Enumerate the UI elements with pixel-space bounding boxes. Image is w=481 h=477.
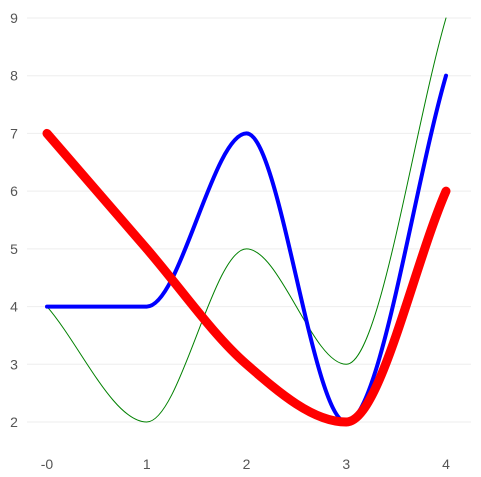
y-tick-label: 9 [10, 10, 18, 26]
x-tick-label: 2 [243, 456, 251, 472]
y-tick-label: 8 [10, 68, 18, 84]
y-tick-label: 4 [10, 299, 18, 315]
x-axis-tick-labels: -0 1 2 3 4 [41, 456, 450, 472]
y-tick-label: 5 [10, 241, 18, 257]
y-axis-tick-labels: 2 3 4 5 6 7 8 9 [10, 10, 18, 430]
series-lines [42, 17, 451, 427]
x-tick-label: 1 [143, 456, 151, 472]
y-tick-label: 3 [10, 356, 18, 372]
y-tick-label: 6 [10, 183, 18, 199]
x-tick-label: -0 [41, 456, 54, 472]
series-line-blue [45, 73, 448, 424]
series-line-red [42, 128, 451, 427]
y-tick-label: 2 [10, 414, 18, 430]
x-tick-label: 4 [442, 456, 450, 472]
y-tick-label: 7 [10, 125, 18, 141]
series-line-green [46, 17, 447, 423]
x-tick-label: 3 [342, 456, 350, 472]
